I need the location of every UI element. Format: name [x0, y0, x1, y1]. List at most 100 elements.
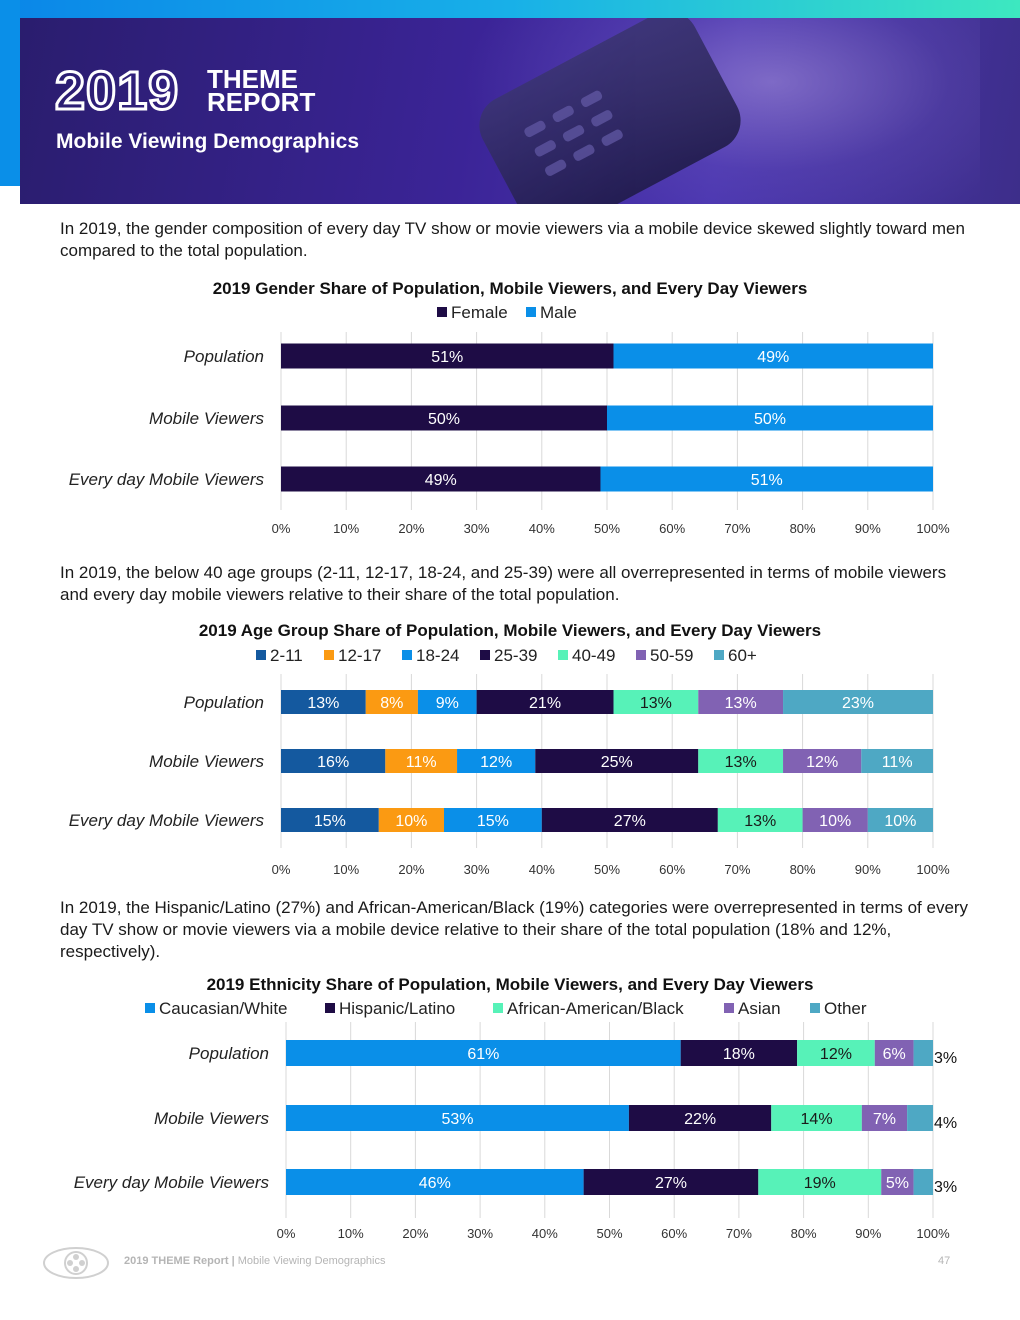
bar-segment: [881, 1169, 914, 1195]
data-label: 13%: [640, 695, 672, 712]
x-tick-label: 60%: [659, 862, 685, 877]
bar-segment: [861, 749, 933, 773]
data-label: 8%: [380, 695, 403, 712]
legend-label: 25-39: [494, 646, 537, 665]
x-tick-label: 0%: [272, 521, 291, 536]
data-label: 51%: [431, 349, 463, 366]
x-tick-label: 80%: [790, 862, 816, 877]
x-tick-label: 30%: [464, 862, 490, 877]
footer-section-name: Mobile Viewing Demographics: [237, 1255, 386, 1267]
x-tick-label: 40%: [529, 862, 555, 877]
data-label: 12%: [820, 1046, 852, 1063]
footer-report-name: 2019 THEME Report: [124, 1255, 229, 1267]
category-label: Mobile Viewers: [154, 1109, 269, 1128]
page-subtitle: Mobile Viewing Demographics: [56, 130, 360, 153]
remote-button: [522, 119, 548, 139]
bar-segment: [613, 343, 933, 369]
remote-button: [589, 108, 614, 128]
page-number: 47: [938, 1255, 951, 1267]
legend-label: Hispanic/Latino: [339, 999, 455, 1018]
data-label: 3%: [934, 1179, 957, 1196]
x-tick-label: 100%: [916, 862, 950, 877]
data-label: 21%: [529, 695, 561, 712]
legend-label: 40-49: [572, 646, 615, 665]
x-tick-label: 10%: [333, 862, 359, 877]
age-chart: 2019 Age Group Share of Population, Mobi…: [0, 616, 1020, 886]
bar-segment: [783, 749, 862, 773]
legend-label: Female: [451, 303, 508, 322]
legend-swatch: [724, 1003, 734, 1013]
chart-title: 2019 Ethnicity Share of Population, Mobi…: [207, 975, 814, 994]
x-tick-label: 90%: [855, 521, 881, 536]
bar-segment: [758, 1169, 882, 1195]
data-label: 51%: [751, 472, 783, 489]
legend-label: 60+: [728, 646, 757, 665]
remote-button: [533, 138, 558, 158]
x-tick-label: 60%: [659, 521, 685, 536]
theme-line-2: REPORT: [207, 87, 316, 117]
data-label: 11%: [406, 754, 437, 771]
data-label: 6%: [883, 1046, 906, 1063]
legend-label: 12-17: [338, 646, 381, 665]
remote-button: [571, 143, 596, 163]
bar-segment: [286, 1169, 584, 1195]
bar-segment: [385, 749, 458, 773]
bar-segment: [281, 690, 366, 714]
x-tick-label: 80%: [791, 1226, 817, 1241]
chart-title: 2019 Gender Share of Population, Mobile …: [213, 279, 808, 298]
legend-label: 50-59: [650, 646, 693, 665]
x-tick-label: 50%: [594, 862, 620, 877]
legend-swatch: [480, 650, 490, 660]
legend-swatch: [324, 650, 334, 660]
data-label: 46%: [419, 1175, 451, 1192]
x-tick-label: 10%: [338, 1226, 364, 1241]
data-label: 19%: [804, 1175, 836, 1192]
legend-swatch: [437, 307, 447, 317]
data-label: 3%: [934, 1050, 957, 1067]
x-tick-label: 70%: [724, 862, 750, 877]
data-label: 12%: [480, 754, 512, 771]
legend-swatch: [558, 650, 568, 660]
category-label: Every day Mobile Viewers: [69, 811, 265, 830]
legend-swatch: [402, 650, 412, 660]
data-label: 27%: [614, 813, 646, 830]
legend-swatch: [493, 1003, 503, 1013]
x-tick-label: 100%: [916, 521, 950, 536]
data-label: 10%: [884, 813, 916, 830]
ethnicity-intro-paragraph: In 2019, the Hispanic/Latino (27%) and A…: [60, 898, 969, 961]
x-tick-label: 90%: [855, 862, 881, 877]
bar-segment: [607, 405, 933, 431]
gender-chart: 2019 Gender Share of Population, Mobile …: [0, 274, 1020, 544]
x-tick-label: 0%: [272, 862, 291, 877]
x-tick-label: 40%: [532, 1226, 558, 1241]
legend-label: Male: [540, 303, 577, 322]
bar-segment: [913, 1040, 933, 1066]
legend-swatch: [145, 1003, 155, 1013]
bar-segment: [535, 749, 699, 773]
category-label: Population: [184, 347, 264, 366]
bar-segment: [281, 466, 601, 492]
x-tick-label: 20%: [398, 521, 424, 536]
gender-chart-svg: 2019 Gender Share of Population, Mobile …: [69, 279, 950, 536]
data-label: 11%: [882, 754, 913, 771]
gender-intro-paragraph: In 2019, the gender composition of every…: [60, 219, 965, 260]
bar-segment: [281, 749, 386, 773]
data-label: 12%: [806, 754, 838, 771]
legend-label: Caucasian/White: [159, 999, 288, 1018]
remote-button: [543, 158, 568, 178]
bar-segment: [378, 808, 444, 832]
bar-segment: [717, 808, 803, 832]
chart-title: 2019 Age Group Share of Population, Mobi…: [199, 621, 821, 640]
data-label: 25%: [601, 754, 633, 771]
bar-segment: [628, 1105, 772, 1131]
remote-button: [551, 104, 576, 124]
data-label: 23%: [842, 695, 874, 712]
bar-segment: [874, 1040, 914, 1066]
bar-segment: [281, 343, 614, 369]
data-label: 15%: [477, 813, 509, 830]
x-tick-label: 20%: [398, 862, 424, 877]
bar-segment: [797, 1040, 875, 1066]
data-label: 13%: [744, 813, 776, 830]
x-tick-label: 50%: [594, 521, 620, 536]
bar-segment: [698, 749, 784, 773]
